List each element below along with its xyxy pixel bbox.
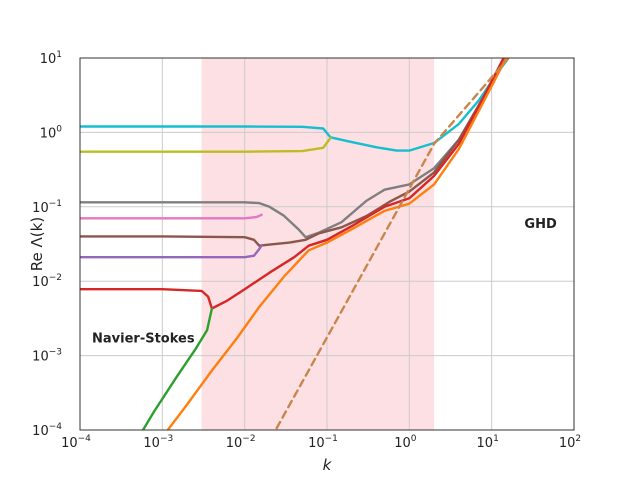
tick-label-layer: 10−4 10−3 10−2 10−1 100 101 102 10−4 10−3 10−2 10−… <box>32 50 581 451</box>
x-tick-label: 10−4 <box>61 434 91 451</box>
plot-frame <box>79 57 575 431</box>
annotation-ghd: GHD <box>524 217 557 232</box>
y-tick-label: 100 <box>40 124 63 141</box>
series-line-1 <box>80 58 510 152</box>
series-line-5 <box>80 58 505 247</box>
series-layer <box>80 58 510 430</box>
x-tick-label: 10−2 <box>226 434 256 451</box>
y-tick-label: 10−1 <box>32 199 62 216</box>
x-tick-label: 10−3 <box>143 434 173 451</box>
y-axis-label: Re Λ(k) <box>28 217 46 271</box>
x-tick-label: 102 <box>559 434 581 451</box>
series-line-7 <box>80 58 505 310</box>
series-line-8 <box>141 307 214 430</box>
annotation-layer: Navier-Stokes GHD <box>92 217 557 347</box>
x-axis-label: k <box>323 456 333 474</box>
series-line-2 <box>80 136 332 153</box>
x-tick-label: 100 <box>394 434 417 451</box>
x-tick-label: 10−1 <box>308 434 338 451</box>
x-tick-label: 101 <box>477 434 499 451</box>
series-line-10 <box>274 58 510 430</box>
y-tick-label: 10−4 <box>32 422 62 439</box>
annotation-navier-stokes: Navier-Stokes <box>92 331 195 346</box>
y-tick-label: 10−3 <box>32 348 62 365</box>
series-line-6 <box>80 244 263 259</box>
series-line-9 <box>166 58 508 430</box>
series-line-4 <box>80 213 263 220</box>
y-tick-label: 10−2 <box>32 273 62 290</box>
y-tick-label: 101 <box>40 50 62 67</box>
